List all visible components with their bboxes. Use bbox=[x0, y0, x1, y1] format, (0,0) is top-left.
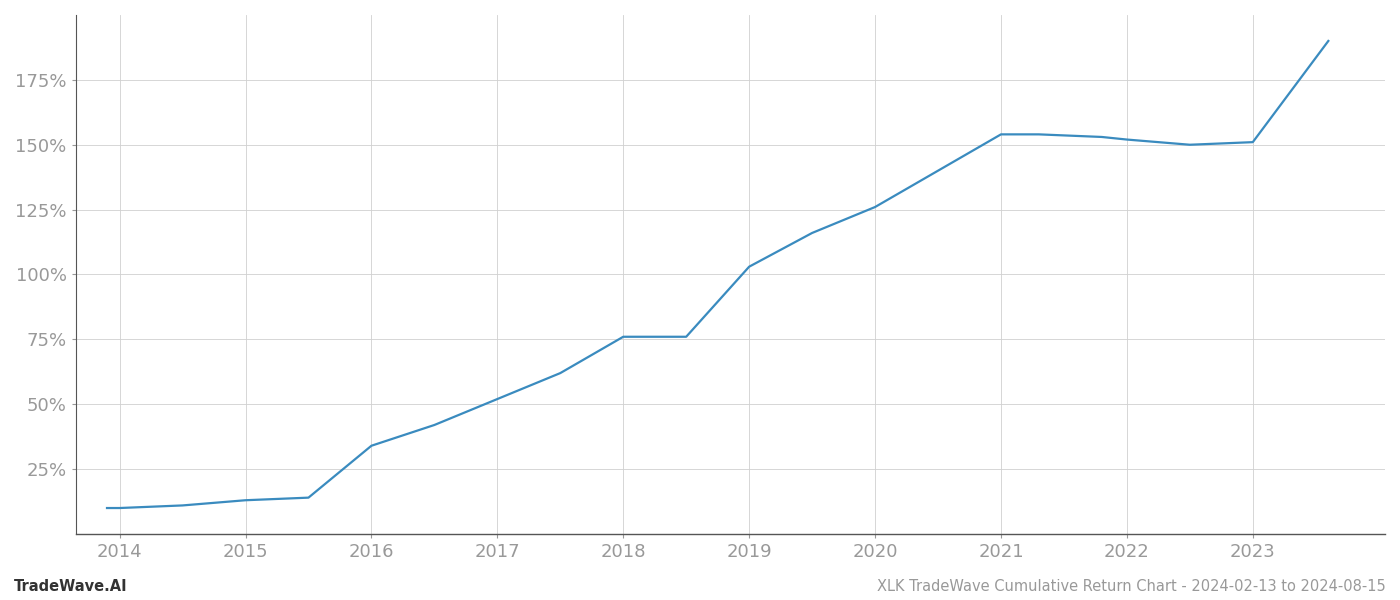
Text: XLK TradeWave Cumulative Return Chart - 2024-02-13 to 2024-08-15: XLK TradeWave Cumulative Return Chart - … bbox=[878, 579, 1386, 594]
Text: TradeWave.AI: TradeWave.AI bbox=[14, 579, 127, 594]
